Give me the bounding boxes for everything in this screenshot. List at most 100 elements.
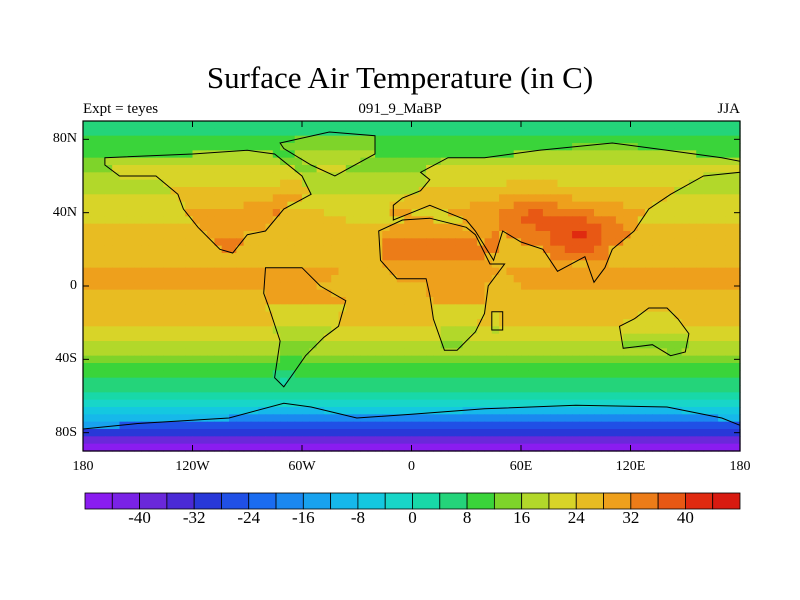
temperature-cell	[418, 370, 427, 379]
temperature-cell	[455, 304, 464, 313]
temperature-cell	[426, 194, 434, 203]
temperature-cell	[396, 231, 405, 239]
season-label: JJA	[717, 101, 740, 117]
temperature-cell	[652, 231, 661, 239]
temperature-cell	[97, 363, 106, 371]
temperature-cell	[156, 414, 164, 423]
temperature-cell	[236, 209, 245, 217]
temperature-cell	[528, 443, 537, 452]
temperature-cell	[126, 194, 135, 203]
temperature-cell	[681, 194, 690, 203]
temperature-cell	[207, 304, 215, 313]
temperature-cell	[681, 385, 690, 393]
temperature-cell	[645, 333, 653, 342]
temperature-cell	[353, 150, 361, 159]
temperature-cell	[426, 341, 434, 349]
temperature-cell	[623, 245, 632, 254]
temperature-cell	[572, 333, 580, 342]
temperature-cell	[214, 399, 223, 408]
temperature-cell	[572, 150, 580, 159]
temperature-cell	[375, 370, 383, 379]
temperature-cell	[396, 143, 405, 151]
temperature-cell	[528, 355, 537, 364]
temperature-cell	[243, 223, 252, 232]
temperature-cell	[557, 436, 566, 445]
temperature-cell	[601, 348, 610, 357]
temperature-cell	[630, 253, 639, 261]
temperature-cell	[185, 304, 194, 313]
temperature-cell	[703, 260, 712, 269]
temperature-cell	[455, 201, 464, 210]
temperature-cell	[338, 311, 347, 320]
temperature-cell	[513, 238, 522, 247]
temperature-cell	[294, 385, 303, 393]
temperature-cell	[243, 297, 252, 305]
temperature-cell	[440, 121, 449, 129]
temperature-cell	[433, 304, 442, 313]
temperature-cell	[134, 231, 142, 239]
temperature-cell	[681, 267, 690, 276]
temperature-cell	[506, 392, 515, 401]
temperature-cell	[221, 319, 230, 327]
temperature-cell	[323, 150, 332, 159]
temperature-cell	[433, 319, 442, 327]
temperature-cell	[163, 231, 172, 239]
temperature-cell	[630, 150, 639, 159]
temperature-cell	[375, 443, 383, 452]
temperature-cell	[134, 128, 142, 137]
temperature-cell	[338, 128, 347, 137]
temperature-cell	[192, 399, 201, 408]
temperature-cell	[572, 348, 580, 357]
temperature-cell	[448, 421, 456, 430]
temperature-cell	[667, 414, 675, 423]
temperature-cell	[572, 275, 580, 283]
temperature-cell	[192, 341, 201, 349]
temperature-cell	[557, 392, 566, 401]
temperature-cell	[389, 275, 398, 283]
temperature-cell	[652, 209, 661, 217]
temperature-cell	[156, 363, 164, 371]
temperature-cell	[448, 399, 456, 408]
temperature-cell	[156, 311, 164, 320]
temperature-cell	[688, 223, 697, 232]
temperature-cell	[265, 414, 274, 423]
temperature-cell	[83, 436, 91, 445]
temperature-cell	[411, 150, 420, 159]
temperature-cell	[112, 297, 121, 305]
temperature-cell	[506, 304, 515, 313]
temperature-cell	[506, 194, 515, 203]
temperature-cell	[674, 194, 683, 203]
temperature-cell	[418, 355, 427, 364]
temperature-cell	[192, 260, 201, 269]
temperature-cell	[703, 363, 712, 371]
temperature-cell	[360, 150, 369, 159]
temperature-cell	[506, 297, 515, 305]
temperature-cell	[659, 326, 668, 335]
temperature-cell	[448, 135, 456, 144]
temperature-cell	[491, 165, 500, 173]
temperature-cell	[163, 121, 172, 129]
temperature-cell	[557, 143, 566, 151]
temperature-cell	[375, 157, 383, 166]
temperature-cell	[170, 179, 179, 188]
temperature-cell	[652, 355, 661, 364]
temperature-cell	[477, 414, 486, 423]
temperature-cell	[615, 150, 624, 159]
temperature-cell	[535, 253, 544, 261]
temperature-cell	[294, 407, 303, 415]
temperature-cell	[462, 414, 471, 423]
temperature-cell	[367, 165, 376, 173]
temperature-cell	[491, 311, 500, 320]
temperature-cell	[594, 172, 602, 181]
temperature-cell	[375, 253, 383, 261]
temperature-cell	[688, 201, 697, 210]
temperature-cell	[623, 355, 632, 364]
temperature-cell	[564, 297, 573, 305]
temperature-cell	[652, 297, 661, 305]
temperature-cell	[309, 238, 318, 247]
temperature-cell	[411, 216, 420, 225]
temperature-cell	[659, 209, 668, 217]
temperature-cell	[287, 370, 296, 379]
temperature-cell	[404, 377, 413, 386]
temperature-cell	[389, 385, 398, 393]
